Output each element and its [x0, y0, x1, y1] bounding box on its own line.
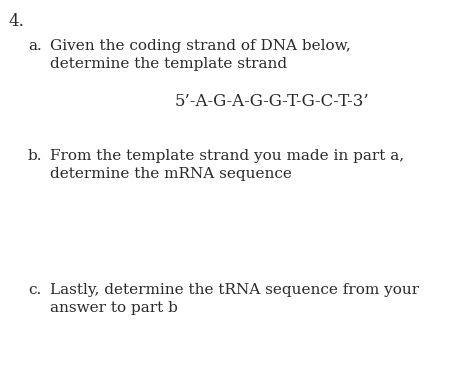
Text: a.: a.	[28, 39, 42, 53]
Text: b.: b.	[28, 149, 42, 163]
Text: Given the coding strand of DNA below,: Given the coding strand of DNA below,	[50, 39, 351, 53]
Text: determine the mRNA sequence: determine the mRNA sequence	[50, 167, 292, 181]
Text: answer to part b: answer to part b	[50, 301, 178, 315]
Text: From the template strand you made in part a,: From the template strand you made in par…	[50, 149, 404, 163]
Text: determine the template strand: determine the template strand	[50, 57, 287, 71]
Text: 4.: 4.	[8, 13, 24, 30]
Text: 5’-A-G-A-G-G-T-G-C-T-3’: 5’-A-G-A-G-G-T-G-C-T-3’	[175, 93, 370, 110]
Text: c.: c.	[28, 283, 41, 297]
Text: Lastly, determine the tRNA sequence from your: Lastly, determine the tRNA sequence from…	[50, 283, 419, 297]
